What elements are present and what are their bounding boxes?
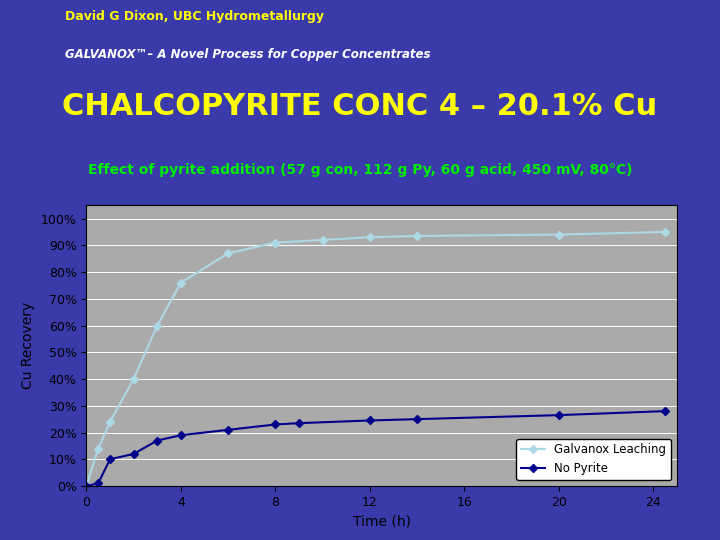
Galvanox Leaching (94, 446, 102, 452)
X-axis label: Time (h): Time (h) (353, 514, 410, 528)
No Pyrite (413, 416, 421, 422)
Line: Galvanox Leaching: Galvanox Leaching (84, 229, 667, 489)
No Pyrite (294, 420, 303, 427)
No Pyrite (82, 483, 91, 489)
Text: CHALCOPYRITE CONC 4 – 20.1% Cu: CHALCOPYRITE CONC 4 – 20.1% Cu (63, 92, 657, 121)
Galvanox Leaching (366, 234, 374, 240)
Y-axis label: Cu Recovery: Cu Recovery (22, 302, 35, 389)
No Pyrite (176, 432, 185, 438)
No Pyrite (94, 480, 102, 487)
No Pyrite (554, 412, 563, 418)
Galvanox Leaching (661, 229, 670, 235)
Legend: Galvanox Leaching, No Pyrite: Galvanox Leaching, No Pyrite (516, 438, 671, 480)
Galvanox Leaching (176, 280, 185, 286)
No Pyrite (153, 437, 161, 444)
No Pyrite (224, 427, 233, 433)
Galvanox Leaching (271, 239, 279, 246)
Galvanox Leaching (318, 237, 327, 243)
Text: GALVANOX™– A Novel Process for Copper Concentrates: GALVANOX™– A Novel Process for Copper Co… (65, 48, 431, 60)
No Pyrite (271, 421, 279, 428)
Galvanox Leaching (224, 250, 233, 256)
Galvanox Leaching (82, 483, 91, 489)
Galvanox Leaching (413, 233, 421, 239)
No Pyrite (661, 408, 670, 414)
Galvanox Leaching (130, 376, 138, 382)
No Pyrite (130, 451, 138, 457)
Text: David G Dixon, UBC Hydrometallurgy: David G Dixon, UBC Hydrometallurgy (65, 10, 324, 23)
No Pyrite (366, 417, 374, 424)
Text: Effect of pyrite addition (57 g con, 112 g Py, 60 g acid, 450 mV, 80°C): Effect of pyrite addition (57 g con, 112… (88, 163, 632, 177)
Line: No Pyrite: No Pyrite (84, 408, 667, 489)
Galvanox Leaching (106, 418, 114, 425)
Galvanox Leaching (554, 231, 563, 238)
No Pyrite (106, 456, 114, 462)
Galvanox Leaching (153, 322, 161, 329)
